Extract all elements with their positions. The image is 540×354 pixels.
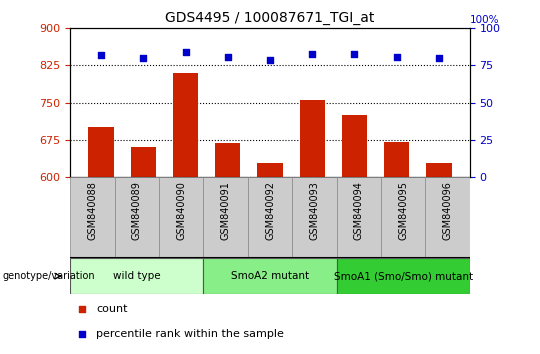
Text: wild type: wild type: [113, 271, 160, 281]
Text: GSM840095: GSM840095: [398, 181, 408, 240]
Bar: [381, 177, 426, 258]
Bar: [248, 177, 292, 258]
Point: [97, 52, 105, 58]
Point: [393, 54, 401, 59]
Text: genotype/variation: genotype/variation: [3, 271, 96, 281]
Text: GSM840096: GSM840096: [443, 181, 453, 240]
Point: [266, 57, 274, 62]
Text: SmoA2 mutant: SmoA2 mutant: [231, 271, 309, 281]
Bar: [300, 100, 325, 177]
Bar: [426, 177, 470, 258]
Bar: [70, 177, 114, 258]
Bar: [173, 73, 198, 177]
Text: SmoA1 (Smo/Smo) mutant: SmoA1 (Smo/Smo) mutant: [334, 271, 472, 281]
Bar: [159, 177, 204, 258]
Text: 100%: 100%: [470, 15, 500, 25]
Point: [139, 55, 147, 61]
Text: GSM840088: GSM840088: [87, 181, 97, 240]
Bar: [89, 127, 114, 177]
Text: GSM840089: GSM840089: [132, 181, 142, 240]
Text: GSM840091: GSM840091: [221, 181, 231, 240]
Text: GSM840090: GSM840090: [176, 181, 186, 240]
Bar: [215, 143, 240, 177]
Bar: [70, 258, 204, 294]
Text: count: count: [96, 304, 127, 314]
Bar: [204, 177, 248, 258]
Bar: [292, 177, 336, 258]
Title: GDS4495 / 100087671_TGI_at: GDS4495 / 100087671_TGI_at: [165, 11, 375, 24]
Bar: [258, 163, 282, 177]
Text: GSM840092: GSM840092: [265, 181, 275, 240]
Point: [78, 331, 86, 336]
Bar: [384, 142, 409, 177]
Point: [350, 51, 359, 56]
Text: GSM840093: GSM840093: [309, 181, 319, 240]
Point: [224, 54, 232, 59]
Bar: [426, 163, 451, 177]
Bar: [336, 258, 470, 294]
Bar: [114, 177, 159, 258]
Text: GSM840094: GSM840094: [354, 181, 364, 240]
Point: [308, 51, 316, 56]
Bar: [204, 258, 336, 294]
Point: [435, 55, 443, 61]
Point: [78, 306, 86, 312]
Point: [181, 49, 190, 55]
Bar: [342, 115, 367, 177]
Bar: [131, 147, 156, 177]
Bar: [336, 177, 381, 258]
Text: percentile rank within the sample: percentile rank within the sample: [96, 329, 284, 339]
